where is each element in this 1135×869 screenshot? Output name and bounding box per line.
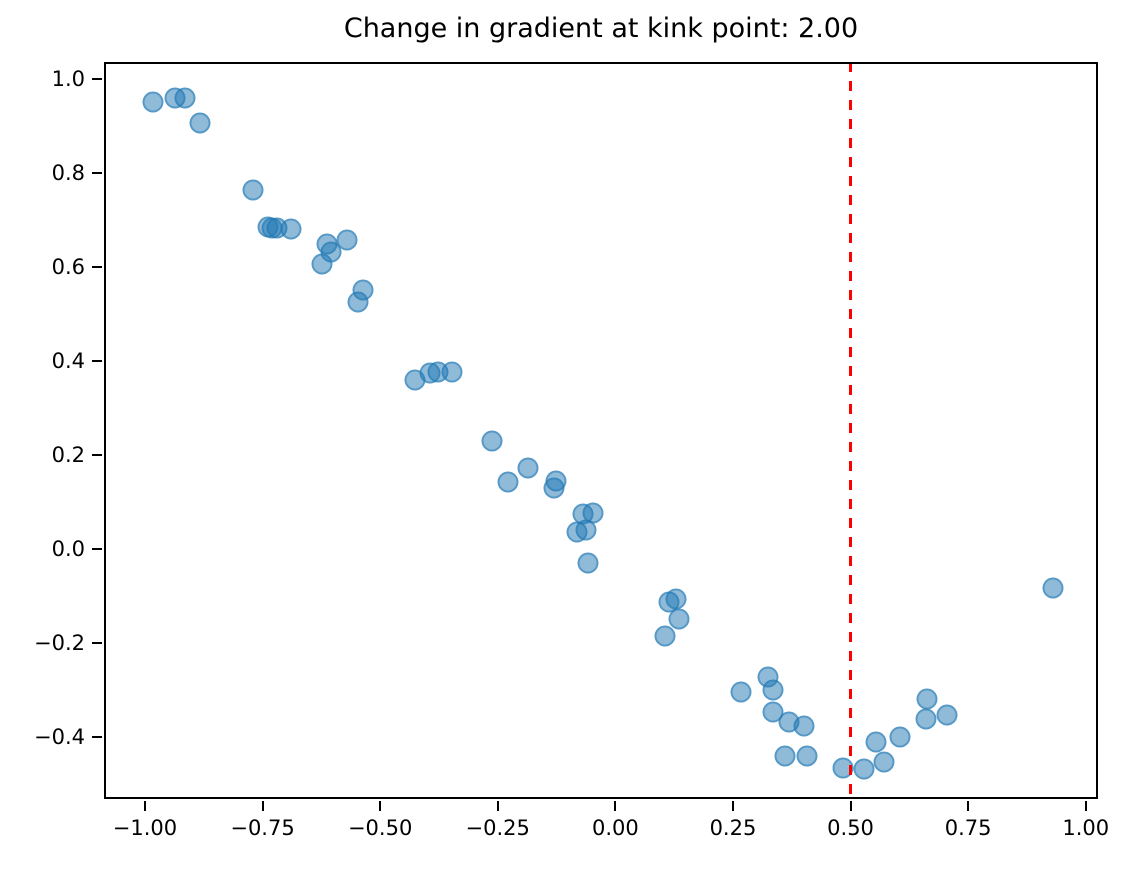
scatter-point — [916, 688, 938, 710]
x-tick-label: −1.00 — [112, 816, 178, 840]
y-tick-mark — [92, 265, 102, 268]
scatter-point — [577, 552, 599, 574]
y-tick-mark — [92, 641, 102, 644]
scatter-point — [793, 715, 815, 737]
scatter-point — [665, 588, 687, 610]
y-tick-mark — [92, 735, 102, 738]
x-tick-label: 1.00 — [1062, 816, 1110, 840]
x-tick-mark — [731, 801, 734, 811]
scatter-point — [189, 112, 211, 134]
scatter-point — [352, 279, 374, 301]
x-tick-mark — [496, 801, 499, 811]
scatter-point — [774, 745, 796, 767]
y-tick-mark — [92, 77, 102, 80]
scatter-point — [481, 430, 503, 452]
scatter-point — [142, 91, 164, 113]
scatter-point — [280, 218, 302, 240]
scatter-point — [582, 502, 604, 524]
x-tick-label: 0.75 — [944, 816, 992, 840]
x-tick-mark — [967, 801, 970, 811]
plot-area: −1.00 −0.75 −0.50 −0.25 0.00 0.25 0.50 0.75 1.00… — [34, 62, 1109, 840]
scatter-point — [796, 745, 818, 767]
x-tick-mark — [849, 801, 852, 811]
scatter-point — [865, 731, 887, 753]
y-tick-mark — [92, 547, 102, 550]
scatter-point — [654, 625, 676, 647]
scatter-point — [915, 708, 937, 730]
y-tick-mark — [92, 359, 102, 362]
x-tick-label: 0.50 — [827, 816, 874, 840]
x-tick-mark — [614, 801, 617, 811]
x-tick-label: −0.75 — [230, 816, 295, 840]
scatter-point — [545, 470, 567, 492]
scatter-point — [336, 229, 358, 251]
x-tick-mark — [143, 801, 146, 811]
y-tick-label: 0.2 — [51, 442, 85, 467]
y-tick-label: 0.4 — [51, 348, 85, 373]
scatter-point — [441, 361, 463, 383]
y-tick-label: 0.8 — [51, 160, 85, 185]
scatter-point — [497, 471, 519, 493]
axes-frame — [104, 62, 1098, 799]
scatter-point — [832, 757, 854, 779]
scatter-point — [242, 179, 264, 201]
scatter-point — [174, 87, 196, 109]
scatter-point — [873, 751, 895, 773]
scatter-point — [889, 726, 911, 748]
x-tick-label: 0.25 — [709, 816, 757, 840]
x-tick-label: −0.25 — [465, 816, 530, 840]
scatter-point — [517, 457, 539, 479]
y-tick-mark — [92, 171, 102, 174]
y-tick-mark — [92, 453, 102, 456]
x-tick-label: 0.00 — [591, 816, 639, 840]
scatter-point — [320, 241, 342, 263]
kink-point-vline — [849, 62, 853, 801]
x-tick-mark — [261, 801, 264, 811]
x-tick-mark — [1084, 801, 1087, 811]
chart-title: Change in gradient at kink point: 2.00 — [343, 13, 859, 44]
scatter-point — [936, 704, 958, 726]
x-tick-label: −0.50 — [347, 816, 413, 840]
scatter-point — [853, 758, 875, 780]
y-tick-label: −0.2 — [34, 630, 85, 655]
scatter-point — [668, 608, 690, 630]
scatter-point — [730, 681, 752, 703]
scatter-point — [1042, 577, 1064, 599]
y-tick-label: 0.6 — [51, 254, 85, 279]
y-tick-label: −0.4 — [34, 724, 85, 749]
y-tick-label: 0.0 — [51, 536, 85, 561]
y-tick-label: 1.0 — [51, 66, 85, 91]
x-tick-mark — [379, 801, 382, 811]
scatter-point — [762, 679, 784, 701]
